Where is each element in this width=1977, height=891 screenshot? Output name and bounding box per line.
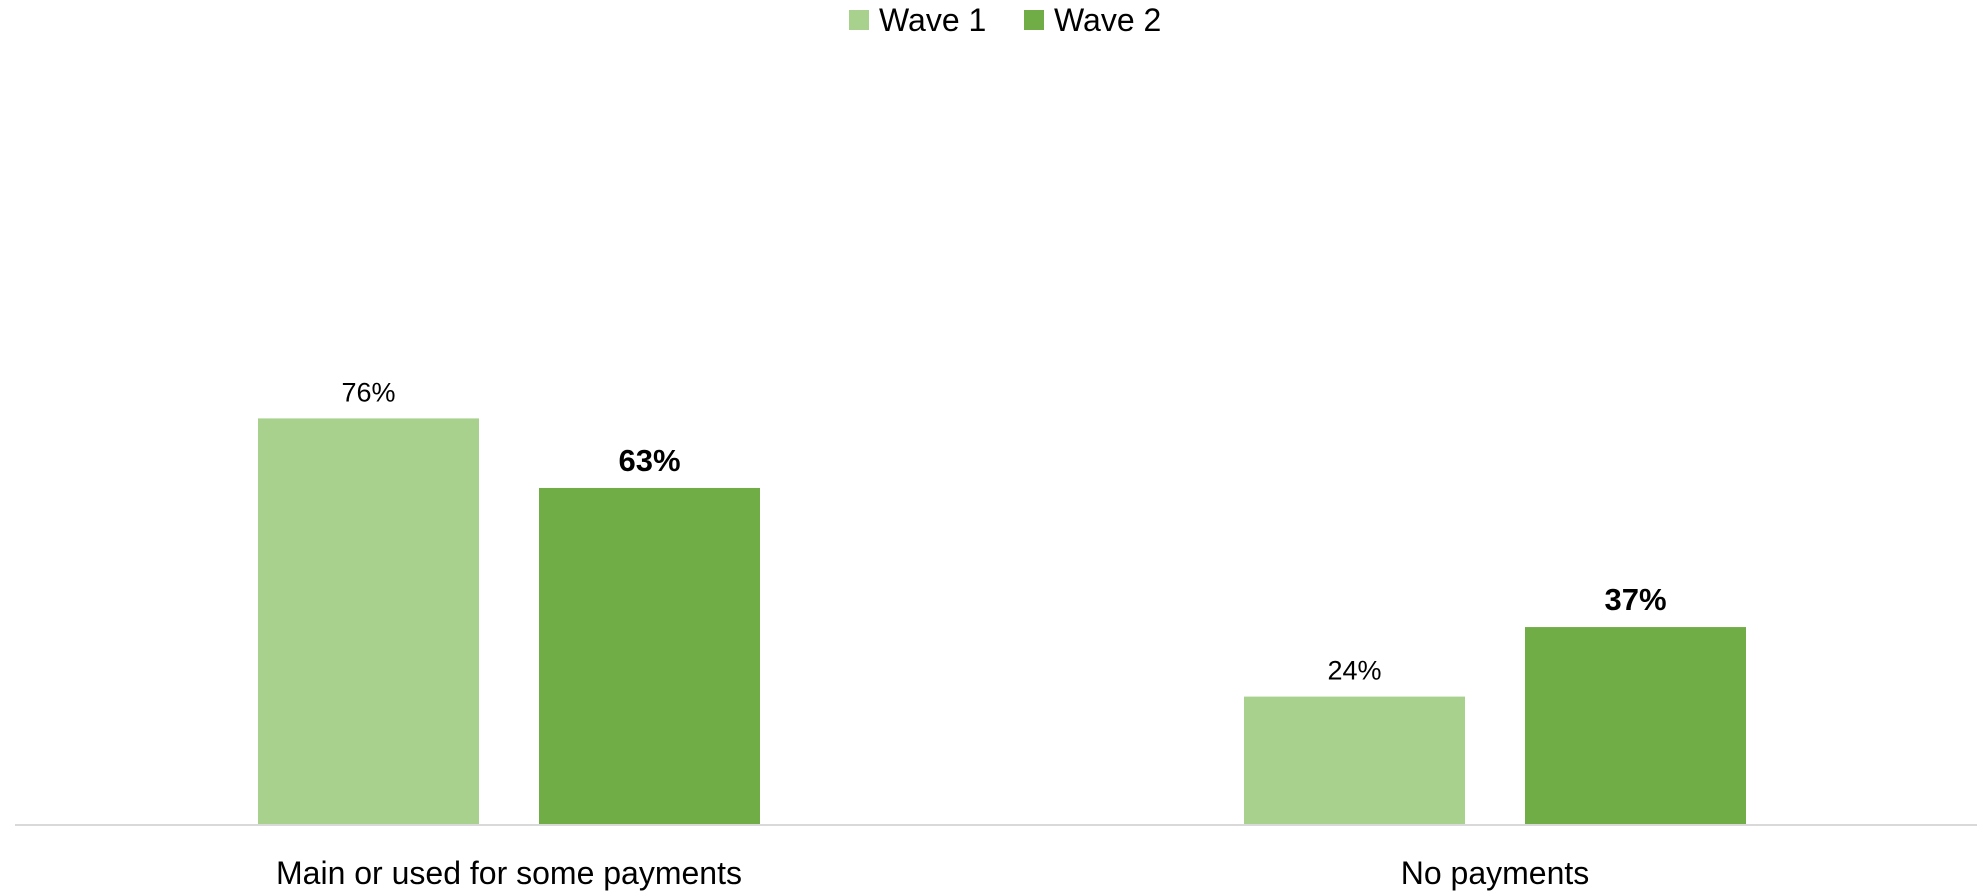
category-label-no-payments: No payments xyxy=(1401,855,1590,891)
legend-swatch-wave-1 xyxy=(849,10,869,30)
value-label-wave-1-no-payments: 24% xyxy=(1327,656,1381,686)
bars xyxy=(258,418,1746,825)
value-label-wave-2-no-payments: 37% xyxy=(1604,582,1666,617)
bar-wave-1-no-payments xyxy=(1244,696,1465,825)
category-label-main-or-used: Main or used for some payments xyxy=(276,855,742,891)
legend-label-wave-1: Wave 1 xyxy=(879,2,986,38)
legend-label-wave-2: Wave 2 xyxy=(1054,2,1161,38)
category-labels: Main or used for some payments No paymen… xyxy=(276,855,1589,891)
legend: Wave 1 Wave 2 xyxy=(849,2,1161,38)
value-labels: 76% 63% 24% 37% xyxy=(341,377,1666,685)
bar-wave-2-main-or-used-for-some-payments xyxy=(539,487,760,825)
value-label-wave-2-main-or-used-for-some-payments: 63% xyxy=(618,443,680,478)
value-label-wave-1-main-or-used-for-some-payments: 76% xyxy=(341,377,395,407)
bar-wave-1-main-or-used-for-some-payments xyxy=(258,418,479,825)
legend-swatch-wave-2 xyxy=(1024,10,1044,30)
bar-wave-2-no-payments xyxy=(1525,627,1746,825)
